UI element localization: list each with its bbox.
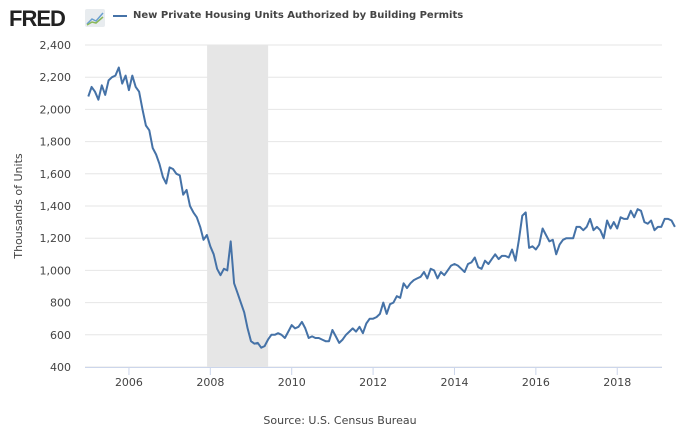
y-axis-label: Thousands of Units <box>12 153 25 260</box>
x-tick-label: 2010 <box>278 376 306 389</box>
fred-logo: FRED <box>9 6 66 31</box>
y-tick-label: 1,000 <box>40 264 72 277</box>
x-tick-label: 2006 <box>115 376 143 389</box>
y-tick-label: 1,200 <box>40 232 72 245</box>
x-tick-label: 2016 <box>522 376 550 389</box>
legend-item[interactable]: New Private Housing Units Authorized by … <box>113 10 463 21</box>
y-tick-label: 800 <box>50 297 71 310</box>
y-tick-label: 1,600 <box>40 168 72 181</box>
y-tick-label: 600 <box>50 329 71 342</box>
x-tick-label: 2018 <box>603 376 631 389</box>
legend-label: New Private Housing Units Authorized by … <box>133 10 464 21</box>
y-tick-label: 2,200 <box>40 71 72 84</box>
x-tick-label: 2014 <box>440 376 468 389</box>
x-tick-label: 2008 <box>196 376 224 389</box>
y-tick-label: 1,800 <box>40 136 72 149</box>
y-tick-label: 2,000 <box>40 103 72 116</box>
x-tick-label: 2012 <box>359 376 387 389</box>
y-tick-label: 1,400 <box>40 200 72 213</box>
legend-swatch <box>113 14 127 17</box>
source-note: Source: U.S. Census Bureau <box>263 414 416 427</box>
y-tick-label: 400 <box>50 361 71 374</box>
fred-chart-icon <box>85 9 105 27</box>
series-line <box>87 66 676 349</box>
y-tick-label: 2,400 <box>40 39 72 52</box>
